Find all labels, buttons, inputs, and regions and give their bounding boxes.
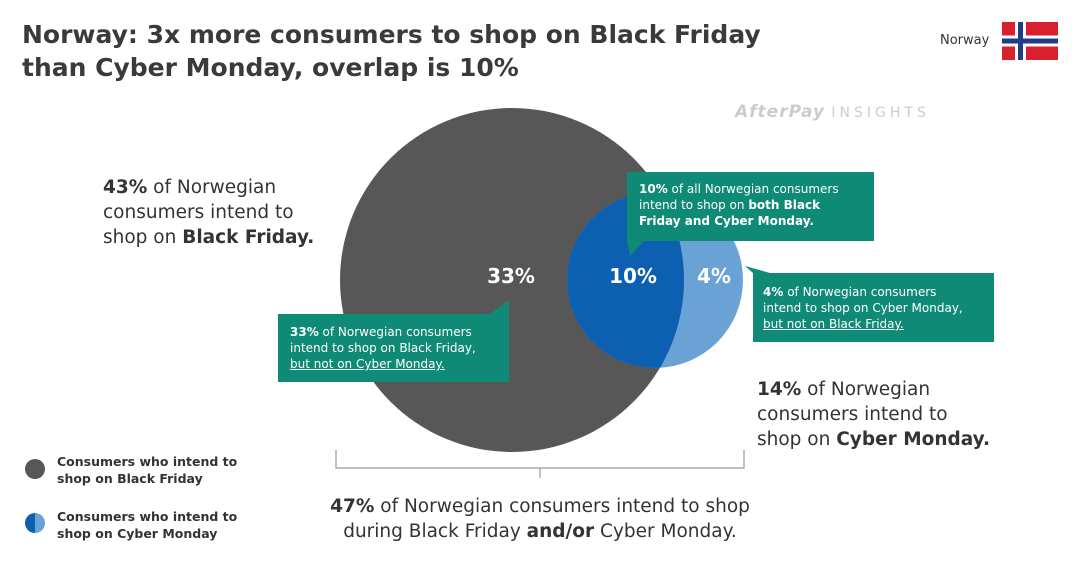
legend-swatch bbox=[25, 513, 35, 533]
text-line: 33% of Norwegian consumers bbox=[290, 324, 476, 340]
text-run: Friday and Cyber Monday. bbox=[639, 214, 814, 228]
text-run: consumers intend to bbox=[757, 404, 948, 425]
text-run: and/or bbox=[526, 521, 595, 542]
text-run: Black Friday. bbox=[182, 227, 315, 248]
text-run: shop on Cyber Monday bbox=[57, 526, 218, 541]
text-run: 43% bbox=[103, 177, 148, 198]
watermark-brand: AfterPay bbox=[735, 102, 825, 122]
text-run: shop on bbox=[103, 227, 183, 248]
text-run: of Norwegian bbox=[147, 177, 277, 198]
text-run: of Norwegian consumers bbox=[318, 325, 472, 339]
text-line: Consumers who intend to bbox=[57, 508, 237, 525]
text-run: of Norwegian consumers intend to shop bbox=[374, 496, 750, 517]
text-run: 33% bbox=[290, 325, 319, 339]
text-line: but not on Black Friday. bbox=[763, 316, 963, 332]
callout-shapes bbox=[278, 172, 994, 382]
text-run: 47% bbox=[330, 496, 375, 517]
text-run: shop on Black Friday bbox=[57, 471, 203, 486]
text-line: Consumers who intend to bbox=[57, 453, 237, 470]
callout: 4% of Norwegian consumers intend to shop … bbox=[763, 284, 963, 332]
text-line: 10% of all Norwegian consumers bbox=[639, 181, 839, 197]
text-line: during Black Friday and/or Cyber Monday. bbox=[330, 519, 750, 544]
title-line: than Cyber Monday, overlap is 10% bbox=[22, 53, 519, 82]
callout: 33% of Norwegian consumers intend to shop… bbox=[290, 324, 476, 372]
callout: 10% of all Norwegian consumers intend to … bbox=[639, 181, 839, 229]
annotation: 14% of Norwegian consumers intend to shop … bbox=[757, 377, 990, 452]
text-run: of all Norwegian consumers bbox=[667, 182, 839, 196]
text-run: shop on bbox=[757, 429, 837, 450]
text-line: consumers intend to bbox=[757, 402, 990, 427]
annotation: 43% of Norwegian consumers intend to shop … bbox=[103, 175, 314, 250]
venn-label: 33% bbox=[487, 264, 535, 288]
text-run: but not on Black Friday. bbox=[763, 317, 904, 331]
text-line: intend to shop on Black Friday, bbox=[290, 340, 476, 356]
legend-swatch bbox=[35, 513, 45, 533]
text-line: shop on Cyber Monday bbox=[57, 525, 237, 542]
venn-label: 4% bbox=[697, 264, 731, 288]
annotation: 47% of Norwegian consumers intend to sho… bbox=[330, 494, 750, 544]
text-line: shop on Cyber Monday. bbox=[757, 427, 990, 452]
text-line: but not on Cyber Monday. bbox=[290, 356, 476, 372]
legend-item: Consumers who intend to shop on Black Fri… bbox=[57, 453, 237, 487]
title: Norway: 3x more consumers to shop on Bla… bbox=[22, 18, 761, 84]
legend-item: Consumers who intend to shop on Cyber Mon… bbox=[57, 508, 237, 542]
text-line: consumers intend to bbox=[103, 200, 314, 225]
text-run: of Norwegian consumers bbox=[783, 285, 937, 299]
text-run: intend to shop on bbox=[639, 198, 749, 212]
bracket bbox=[335, 450, 745, 478]
watermark-tag: INSIGHTS bbox=[831, 105, 930, 121]
text-run: of Norwegian bbox=[801, 379, 931, 400]
text-run: both Black bbox=[748, 198, 821, 212]
text-run: during Black Friday bbox=[343, 521, 527, 542]
text-run: but not on Cyber Monday. bbox=[290, 357, 445, 371]
text-line: intend to shop on both Black bbox=[639, 197, 839, 213]
text-line: 43% of Norwegian bbox=[103, 175, 314, 200]
text-line: Friday and Cyber Monday. bbox=[639, 213, 839, 229]
country: Norway bbox=[940, 33, 990, 48]
text-run: intend to shop on Black Friday, bbox=[290, 341, 476, 355]
text-line: shop on Black Friday bbox=[57, 470, 237, 487]
text-line: shop on Black Friday. bbox=[103, 225, 314, 250]
flag bbox=[1002, 22, 1058, 60]
text-line: 4% of Norwegian consumers bbox=[763, 284, 963, 300]
text-run: Consumers who intend to bbox=[57, 454, 238, 469]
text-line: 47% of Norwegian consumers intend to sho… bbox=[330, 494, 750, 519]
text-run: Cyber Monday. bbox=[836, 429, 991, 450]
text-run: Consumers who intend to bbox=[57, 509, 238, 524]
venn-label: 10% bbox=[609, 264, 657, 288]
watermark: AfterPay INSIGHTS bbox=[735, 102, 930, 122]
text-run: consumers intend to bbox=[103, 202, 294, 223]
text-run: Cyber Monday. bbox=[594, 521, 737, 542]
text-run: 10% bbox=[639, 182, 668, 196]
text-run: 14% bbox=[757, 379, 802, 400]
legend-swatch bbox=[25, 459, 45, 479]
title-line: Norway: 3x more consumers to shop on Bla… bbox=[22, 20, 761, 49]
text-run: 4% bbox=[763, 285, 784, 299]
text-line: 14% of Norwegian bbox=[757, 377, 990, 402]
text-line: intend to shop on Cyber Monday, bbox=[763, 300, 963, 316]
text-run: intend to shop on Cyber Monday, bbox=[763, 301, 963, 315]
